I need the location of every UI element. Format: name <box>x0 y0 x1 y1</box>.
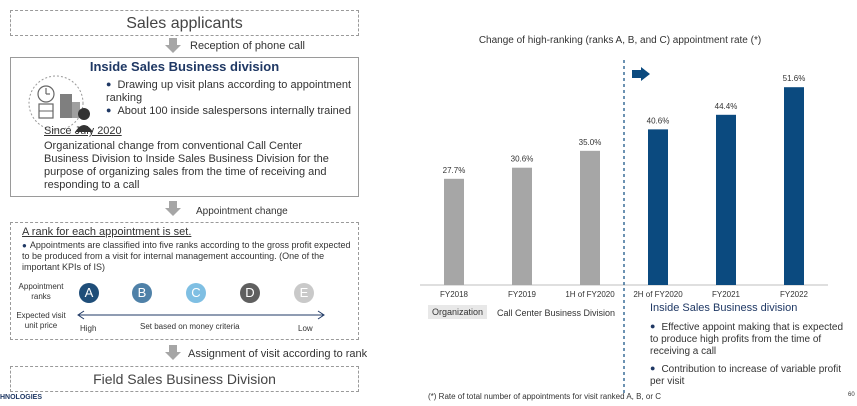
rank-d-circle: D <box>240 283 260 303</box>
arrow-down-icon <box>165 201 181 216</box>
page-number: 60 <box>848 392 855 398</box>
organization-label: Organization <box>428 305 488 319</box>
low-label: Low <box>298 324 313 333</box>
bar-5 <box>716 114 736 285</box>
rank-box <box>10 222 359 340</box>
since-label: Since July 2020 <box>44 125 122 137</box>
isd-title: Inside Sales Business division <box>89 59 280 74</box>
bar-value-label: 35.0% <box>579 138 602 147</box>
bar-3 <box>580 150 600 285</box>
high-label: High <box>80 324 97 333</box>
isd-bullet-2: About 100 inside salespersons internally… <box>106 104 356 118</box>
rank-c-circle: C <box>186 283 206 303</box>
isd-bullet-1: Drawing up visit plans according to appo… <box>106 78 356 105</box>
field-sales-label: Field Sales Business Division <box>93 371 276 387</box>
category-label: FY2022 <box>780 290 809 299</box>
bar-2 <box>512 167 532 285</box>
arrow-right-icon <box>632 67 650 81</box>
category-label: 1H of FY2020 <box>565 290 615 299</box>
expected-visit-label: Expected visit unit price <box>16 311 66 330</box>
appointment-ranks-label: Appointment ranks <box>18 282 64 301</box>
footnote: (*) Rate of total number of appointments… <box>428 392 661 401</box>
bar-6 <box>784 87 804 285</box>
rank-title: A rank for each appointment is set. <box>22 226 192 238</box>
chart-title: Change of high-ranking (ranks A, B, and … <box>478 35 762 46</box>
sales-applicants-box: Sales applicants <box>10 10 359 36</box>
footer-left: HNOLOGIES <box>0 394 43 401</box>
bar-value-label: 51.6% <box>783 74 806 83</box>
rank-b-circle: B <box>132 283 152 303</box>
sales-applicants-label: Sales applicants <box>126 15 243 32</box>
bar-1 <box>444 178 464 285</box>
bar-value-label: 44.4% <box>715 102 738 111</box>
appointment-rate-chart: 27.7% FY2018 30.6% FY2019 35.0% 1H of FY2020 4… <box>420 60 828 395</box>
arrow-down-icon <box>165 345 181 360</box>
arrow-down-icon <box>165 38 181 53</box>
org-change-text: Organizational change from conventional … <box>44 140 329 191</box>
chart-bullet-1: Effective appoint making that is expecte… <box>650 320 850 358</box>
bar-4 <box>648 129 668 285</box>
appointment-change-label: Appointment change <box>196 206 288 217</box>
money-criteria-label: Set based on money criteria <box>140 322 240 331</box>
call-center-illustration-icon <box>28 75 93 132</box>
bar-value-label: 27.7% <box>443 166 466 175</box>
category-label: FY2021 <box>712 290 741 299</box>
category-label: 2H of FY2020 <box>633 290 683 299</box>
isd-chart-label: Inside Sales Business division <box>650 302 798 314</box>
chart-bullet-2: Contribution to increase of variable pro… <box>650 362 850 388</box>
reception-label: Reception of phone call <box>190 40 305 52</box>
assignment-label: Assignment of visit according to rank <box>188 348 368 360</box>
field-sales-box: Field Sales Business Division <box>10 366 359 392</box>
rank-e-circle: E <box>294 283 314 303</box>
double-arrow-icon <box>77 310 325 320</box>
rank-a-circle: A <box>79 283 99 303</box>
bar-value-label: 40.6% <box>647 116 670 125</box>
category-label: FY2018 <box>440 290 469 299</box>
bar-value-label: 30.6% <box>511 155 534 164</box>
category-label: FY2019 <box>508 290 537 299</box>
call-center-label: Call Center Business Division <box>497 308 616 318</box>
rank-bullet: ● Appointments are classified into five r… <box>22 240 351 272</box>
